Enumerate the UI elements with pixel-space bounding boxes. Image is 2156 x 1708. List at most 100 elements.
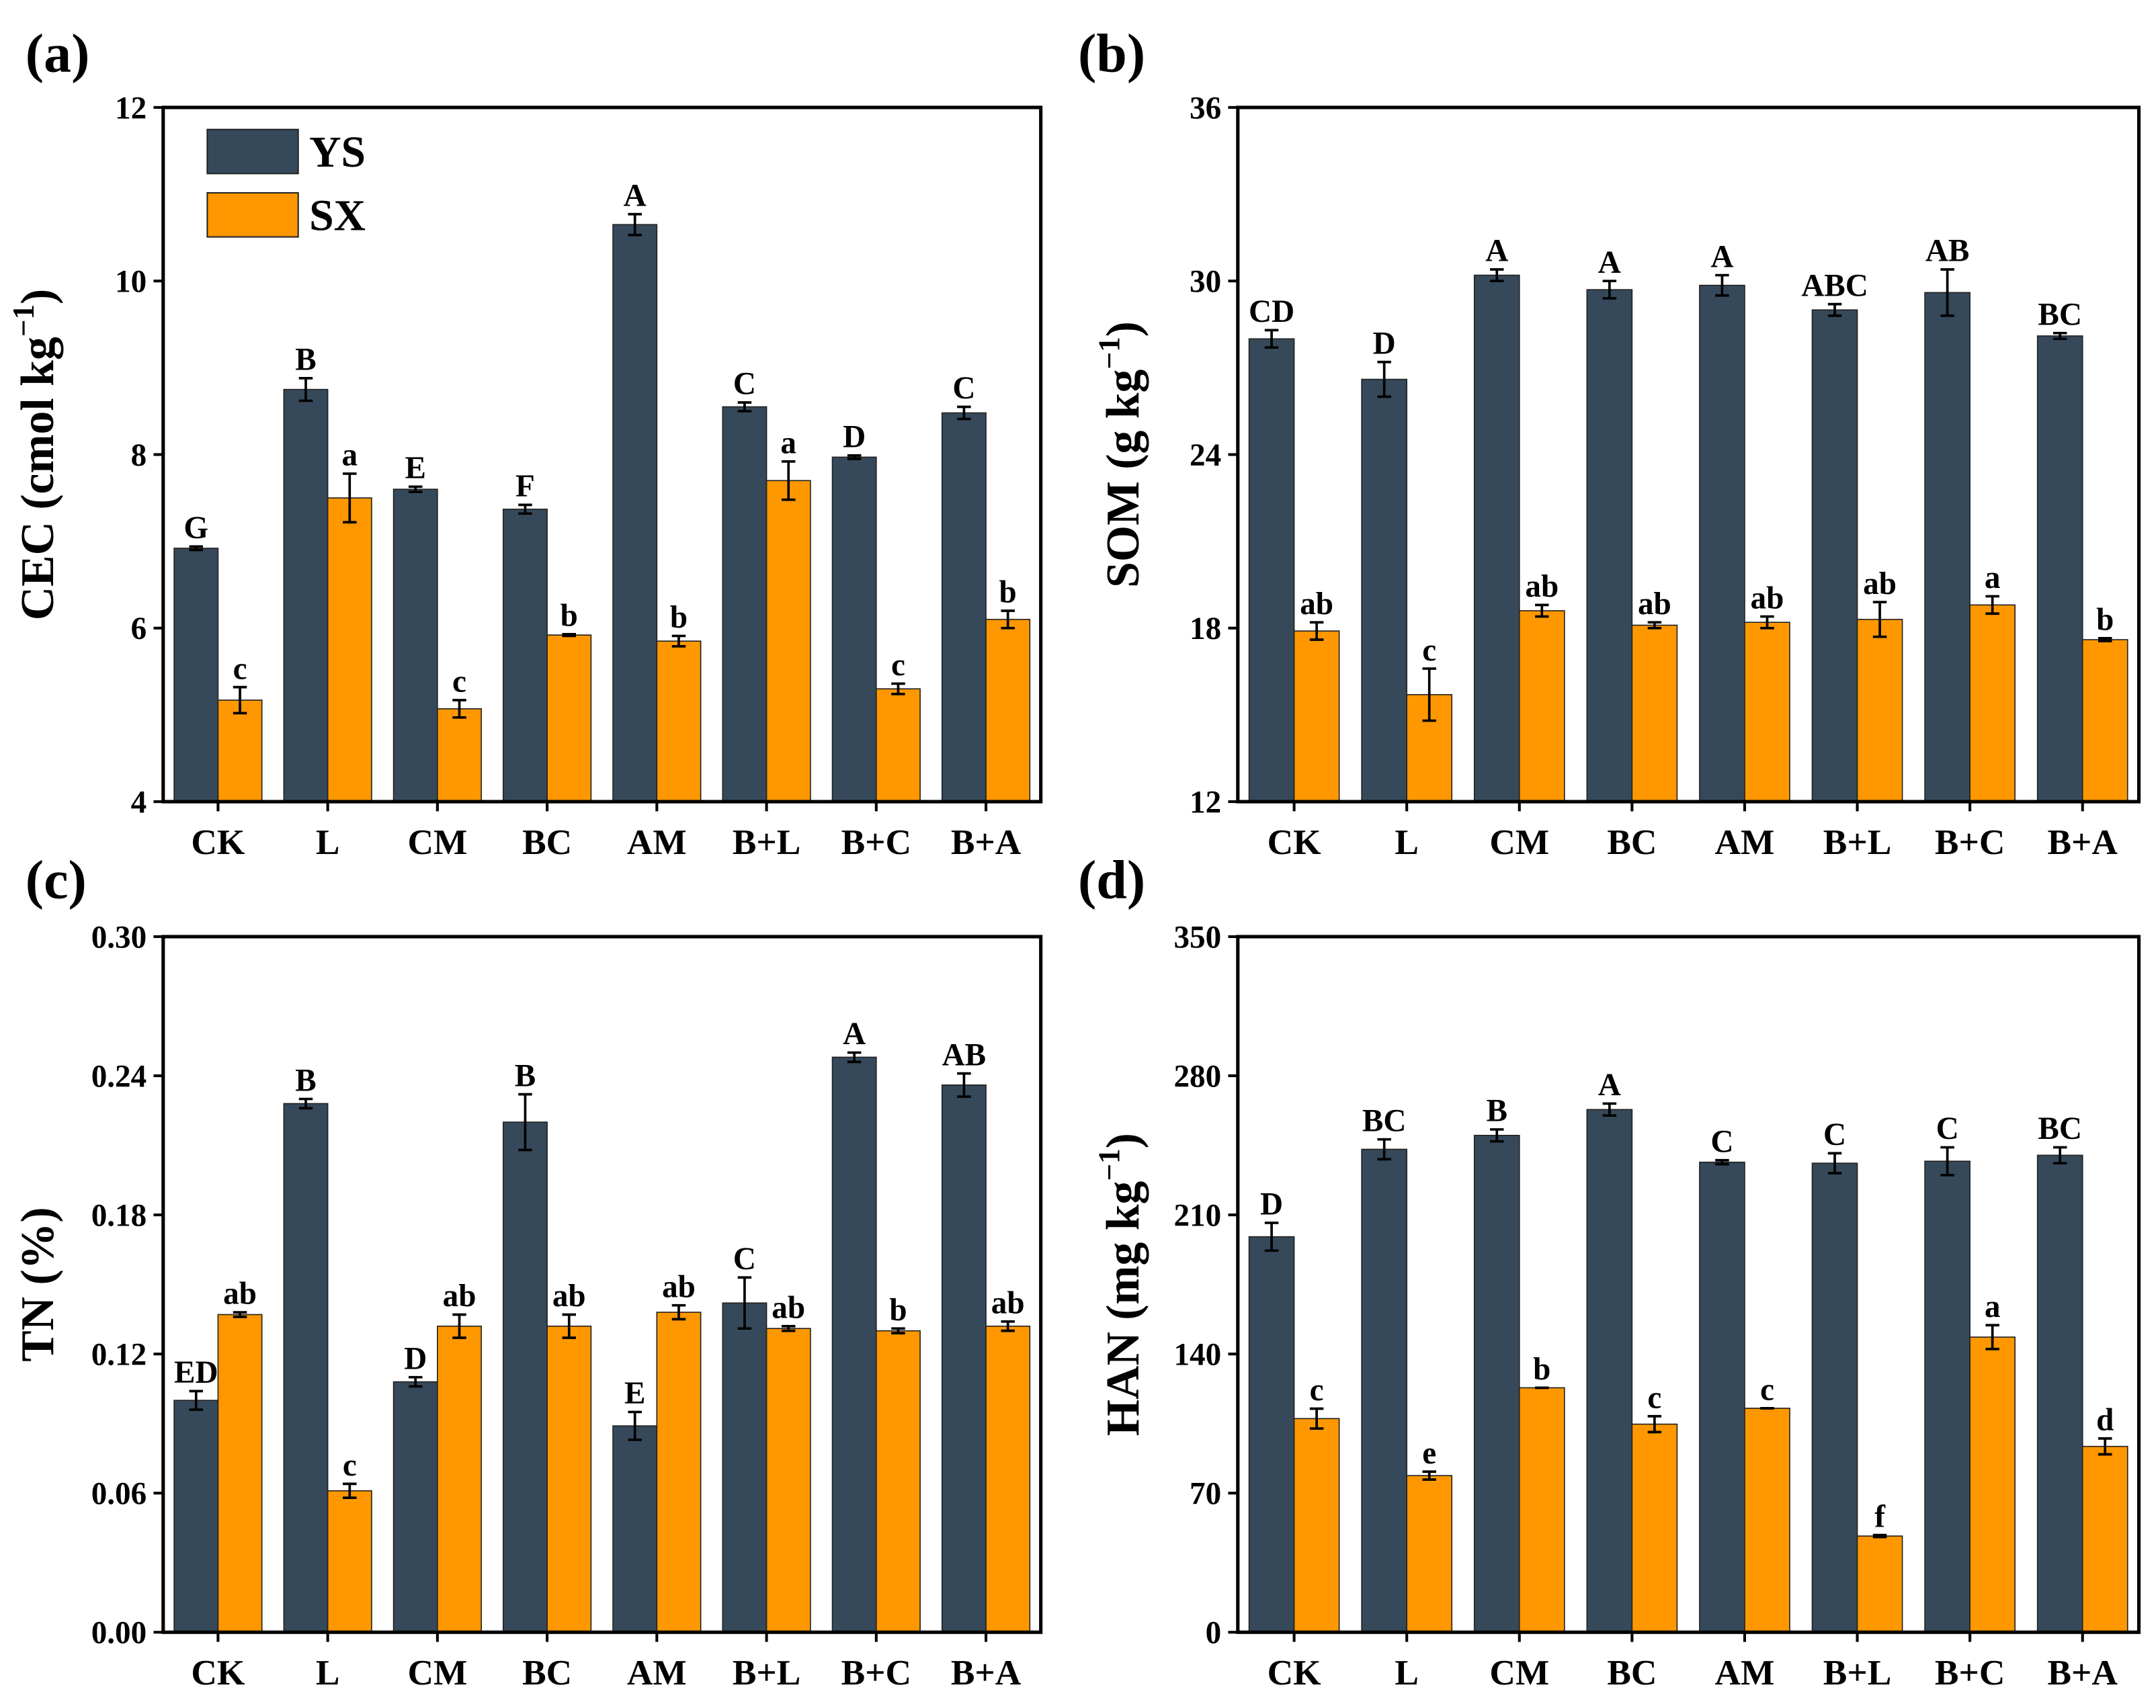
- significance-letter: ab: [1525, 569, 1559, 604]
- bar-sx: [1744, 1408, 1790, 1633]
- significance-letter: b: [1533, 1352, 1550, 1387]
- y-axis-label-superscript: −1: [1093, 337, 1126, 369]
- y-tick-label: 0.00: [91, 1616, 147, 1651]
- bar-sx: [2081, 639, 2128, 802]
- significance-letter: ab: [662, 1269, 696, 1304]
- bar-ys: [1473, 1134, 1520, 1633]
- y-tick-label: 0.06: [91, 1477, 147, 1512]
- x-tick-label: B+C: [841, 822, 911, 862]
- bar-sx: [2081, 1445, 2128, 1633]
- significance-letter: b: [2096, 603, 2114, 638]
- bar-ys: [941, 412, 987, 802]
- significance-letter: D: [1260, 1187, 1283, 1222]
- panel-label: (a): [26, 23, 90, 84]
- x-tick-label: L: [1395, 822, 1419, 862]
- bar-ys: [722, 406, 768, 802]
- significance-letter: c: [1422, 633, 1436, 668]
- y-axis-label: TN (%): [12, 1207, 64, 1361]
- x-tick-label: CM: [1489, 1653, 1549, 1693]
- y-tick-label: 70: [1190, 1477, 1221, 1512]
- y-tick-label: 0.18: [91, 1199, 147, 1234]
- bar-ys: [941, 1084, 987, 1633]
- y-tick-label: 0.30: [91, 920, 147, 955]
- x-tick-label: B+L: [733, 822, 800, 862]
- bar-ys: [173, 548, 219, 802]
- bar-ys: [831, 1056, 877, 1633]
- y-axis-label-main: HAN (mg kg: [1097, 1181, 1149, 1437]
- bar-sx: [1856, 1535, 1903, 1633]
- significance-letter: ab: [223, 1277, 257, 1312]
- significance-letter: A: [1485, 234, 1508, 269]
- y-tick-label: 30: [1190, 265, 1221, 300]
- bar-sx: [985, 619, 1031, 802]
- x-tick-label: L: [1395, 1653, 1419, 1693]
- y-tick-label: 4: [131, 785, 147, 820]
- significance-letter: C: [1936, 1111, 1959, 1146]
- bar-sx: [765, 480, 811, 802]
- bar-sx: [1406, 1475, 1453, 1633]
- bar-ys: [1586, 1109, 1633, 1633]
- significance-letter: f: [1874, 1499, 1886, 1534]
- x-tick-label: B+A: [951, 1653, 1022, 1693]
- bar-ys: [1361, 1148, 1408, 1633]
- significance-letter: BC: [1362, 1103, 1407, 1138]
- bar-sx: [1631, 624, 1678, 802]
- significance-letter: AB: [1925, 234, 1970, 269]
- x-tick-label: B+C: [1935, 1653, 2005, 1693]
- plot-frame: [161, 935, 1043, 1634]
- significance-letter: c: [1760, 1373, 1774, 1408]
- significance-letter: D: [843, 419, 866, 454]
- significance-letter: A: [624, 178, 647, 213]
- bar-sx: [437, 1325, 482, 1633]
- significance-letter: ab: [991, 1286, 1025, 1321]
- x-tick-label: AM: [627, 1653, 687, 1693]
- bar-ys: [1924, 292, 1971, 802]
- bar-ys: [2036, 335, 2083, 802]
- y-tick-label: 140: [1173, 1338, 1221, 1373]
- bar-sx: [1856, 619, 1903, 802]
- significance-letter: b: [670, 600, 688, 635]
- y-tick-label: 10: [115, 265, 147, 300]
- x-tick-label: B+C: [1935, 822, 2005, 862]
- significance-letter: A: [843, 1017, 866, 1052]
- x-tick-label: CK: [191, 822, 245, 862]
- bar-ys: [722, 1302, 768, 1633]
- bar-sx: [875, 1330, 921, 1633]
- bar-sx: [217, 1314, 263, 1633]
- significance-letter: A: [1598, 1068, 1621, 1103]
- bar-sx: [1969, 604, 2016, 802]
- bar-ys: [612, 1425, 658, 1633]
- significance-letter: CD: [1249, 294, 1294, 329]
- significance-letter: C: [1710, 1124, 1733, 1159]
- significance-letter: c: [1310, 1373, 1324, 1408]
- significance-letter: B: [295, 343, 316, 378]
- significance-letter: ab: [772, 1290, 805, 1325]
- y-tick-label: 350: [1173, 920, 1221, 955]
- significance-letter: e: [1422, 1436, 1436, 1471]
- chart-panel-0: (a) 4 6 8 10 12 CEC (cmol kg−1) CK Gc L Ba CM Ec BC Fb…: [7, 23, 1043, 862]
- panel-label: (d): [1078, 849, 1145, 910]
- x-tick-label: CM: [407, 822, 467, 862]
- y-tick-label: 8: [131, 438, 147, 473]
- significance-letter: ab: [1863, 566, 1897, 601]
- bar-sx: [327, 1490, 372, 1633]
- significance-letter: C: [733, 1242, 756, 1277]
- y-axis-label-main: SOM (g kg: [1097, 369, 1149, 587]
- significance-letter: C: [1823, 1117, 1846, 1152]
- bar-ys: [392, 1381, 438, 1633]
- legend-swatch-sx: [206, 191, 299, 238]
- significance-letter: a: [1985, 560, 2001, 595]
- y-axis-label-end: ): [12, 289, 64, 304]
- bar-ys: [1811, 1162, 1858, 1633]
- y-axis-label-superscript: −1: [7, 304, 40, 337]
- bar-sx: [656, 640, 702, 802]
- x-tick-label: B+C: [841, 1653, 911, 1693]
- significance-letter: a: [780, 426, 796, 461]
- y-tick-label: 210: [1173, 1199, 1221, 1234]
- x-tick-label: BC: [1607, 1653, 1657, 1693]
- significance-letter: G: [183, 511, 208, 546]
- bar-ys: [283, 388, 329, 802]
- x-tick-label: CM: [407, 1653, 467, 1693]
- significance-letter: b: [999, 575, 1017, 610]
- significance-letter: AB: [942, 1037, 987, 1072]
